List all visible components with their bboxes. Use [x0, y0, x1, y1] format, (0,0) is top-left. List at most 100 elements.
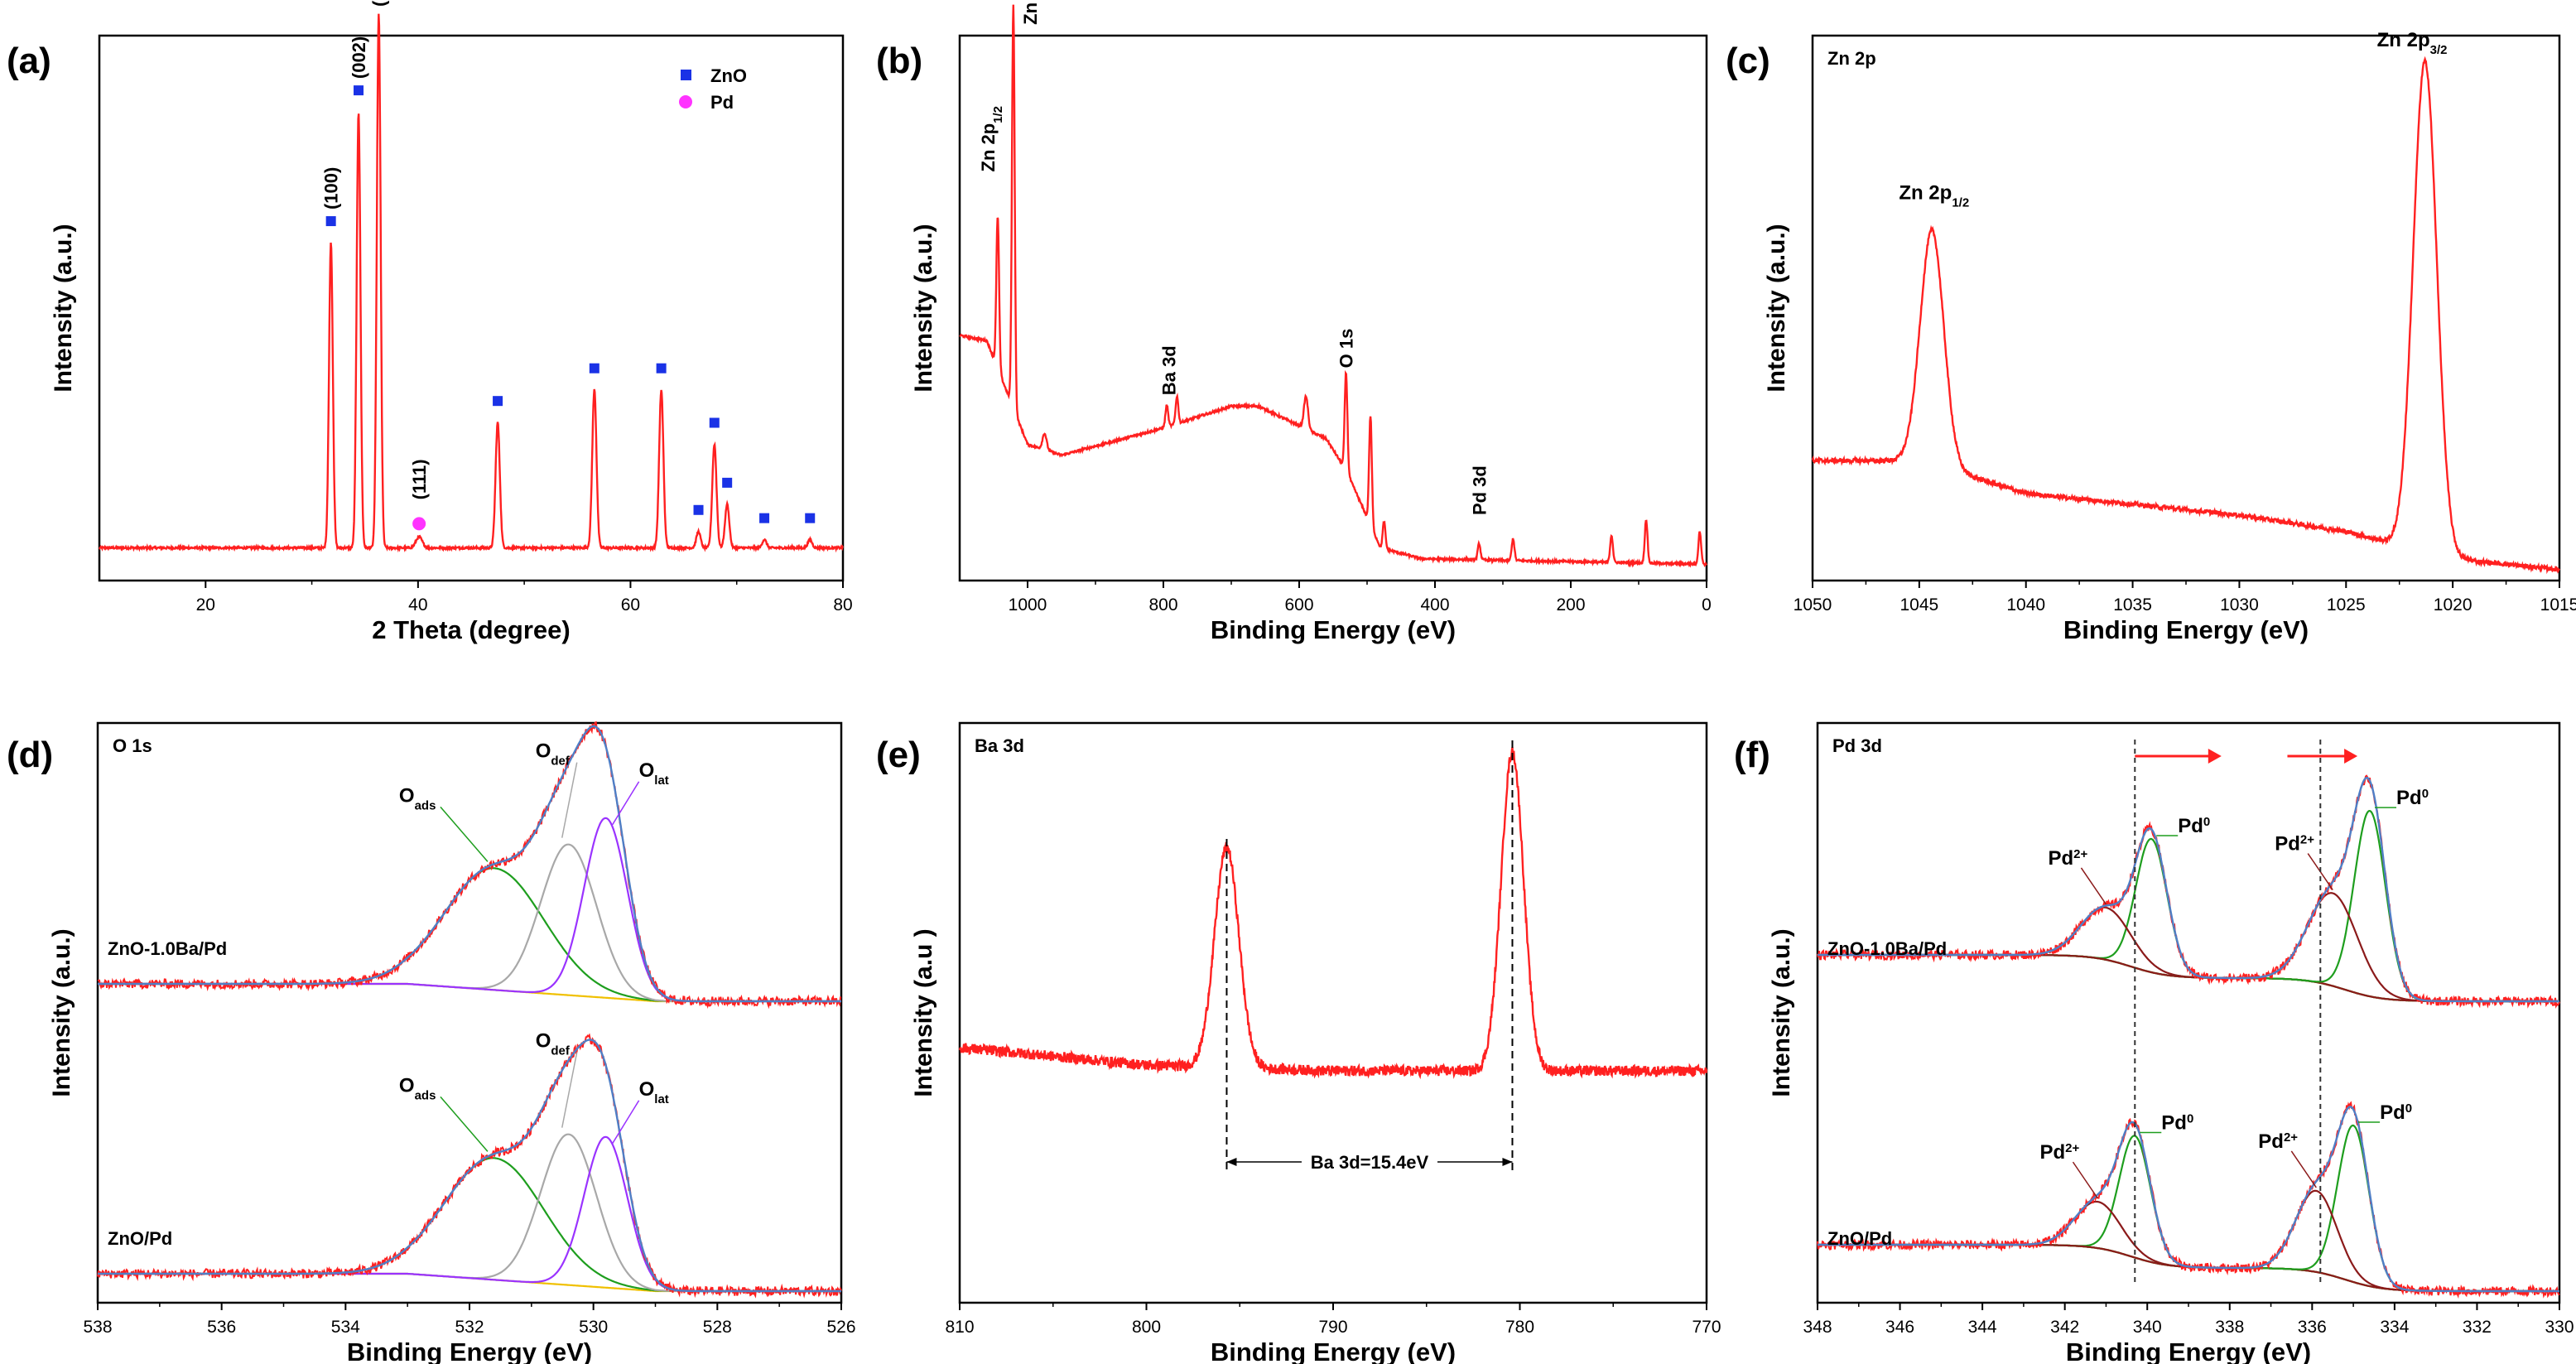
x-tick-label: 400	[1420, 595, 1449, 615]
raw-data-line	[97, 1033, 842, 1299]
peak-label: Zn 2p1/2	[1899, 181, 1969, 210]
legend-marker	[681, 70, 691, 80]
zno-marker	[325, 216, 336, 227]
x-tick-label: 340	[2133, 1318, 2162, 1337]
component-label: Oads	[399, 1074, 436, 1102]
x-tick-label: 1035	[2113, 595, 2152, 615]
x-tick-label: 530	[579, 1318, 608, 1337]
sample-label: ZnO-1.0Ba/Pd	[1827, 938, 1947, 959]
x-tick-label: 80	[833, 595, 852, 615]
shift-arrow-head	[2344, 749, 2358, 764]
x-tick-label: 528	[703, 1318, 732, 1337]
x-axis-label: Binding Energy (eV)	[2063, 615, 2309, 644]
peak-label: Zn 2p3/2	[1020, 0, 1047, 25]
x-tick-label: 0	[1702, 595, 1712, 615]
annotation-pointer	[440, 1096, 489, 1152]
x-tick-label: 332	[2463, 1318, 2492, 1337]
x-axis-label: Binding Energy (eV)	[1211, 615, 1456, 644]
x-tick-label: 40	[408, 595, 427, 615]
plot-frame	[1811, 34, 2561, 582]
annotation-pointer	[561, 762, 578, 838]
peak-label: O 1s	[1336, 329, 1357, 369]
panel-c: (c) 1050 1045 1040 1035 1030 1025 1020 1015 Bindi…	[1726, 29, 2576, 644]
annotation-pointer	[611, 781, 640, 826]
fit-envelope-line	[1818, 776, 2559, 1003]
x-tick-label: 534	[331, 1318, 360, 1337]
x-tick-label: 538	[83, 1318, 112, 1337]
panel-label: (b)	[876, 41, 922, 81]
x-tick-label: 348	[1803, 1318, 1832, 1337]
component-label: Pd0	[2178, 815, 2210, 838]
shift-arrow-head	[2208, 749, 2222, 764]
panel-d: (d) 538 536 534 532 530 528 526 Binding Energy (…	[7, 721, 856, 1364]
zno-marker	[493, 396, 503, 407]
spectrum-line	[99, 13, 845, 553]
zno-marker	[354, 85, 364, 96]
x-tick-label: 1015	[2540, 595, 2576, 615]
component-Olat	[98, 1135, 841, 1293]
component-label: Pd2+	[2039, 1141, 2079, 1164]
panel-label: (a)	[7, 41, 51, 81]
component-label: Pd0	[2396, 787, 2429, 810]
panel-label: (c)	[1726, 41, 1770, 81]
raw-data-line	[97, 721, 842, 1010]
zno-marker	[693, 504, 704, 515]
x-tick-label: 342	[2050, 1318, 2079, 1337]
panel-label: (f)	[1734, 735, 1770, 775]
panel-label: (e)	[876, 735, 921, 775]
plot-frame	[958, 34, 1708, 582]
y-axis-label: Intensity (a.u.)	[48, 928, 75, 1097]
fit-envelope-line	[1818, 1106, 2559, 1293]
peak-label: Zn 2p3/2	[2377, 29, 2448, 57]
component-label: Olat	[639, 1078, 669, 1106]
component-label: Odef	[536, 740, 571, 769]
x-tick-label: 60	[621, 595, 640, 615]
plot-frame	[958, 721, 1708, 1304]
x-tick-label: 1025	[2327, 595, 2366, 615]
peak-label: Zn 2p1/2	[978, 106, 1005, 172]
component-Odef	[98, 843, 841, 1003]
x-tick-label: 810	[945, 1318, 974, 1337]
sample-label: ZnO/Pd	[108, 1228, 172, 1249]
panel-a: (a) 20 40 60 80 2 Theta (degree) Intensity (a.…	[7, 0, 853, 644]
y-axis-label: Intensity (a.u )	[910, 928, 937, 1097]
reflection-label: (100)	[321, 167, 342, 210]
x-tick-label: 536	[207, 1318, 236, 1337]
peak-label: Pd 3d	[1469, 465, 1490, 515]
spectrum-line	[1811, 55, 2561, 575]
y-axis-label: Intensity (a.u.)	[50, 224, 77, 392]
x-tick-label: 336	[2298, 1318, 2327, 1337]
panel-e: (e) 810 800 790 780 770 Binding Energy (eV) Int…	[876, 721, 1721, 1364]
panel-f: (f) 348 346 344 342 340 338 336 334 332 330 Binding…	[1734, 721, 2574, 1364]
x-tick-label: 770	[1692, 1318, 1721, 1337]
y-axis-label: Intensity (a.u.)	[1768, 928, 1795, 1097]
x-axis-label: Binding Energy (eV)	[1211, 1337, 1456, 1364]
y-axis-label: Intensity (a.u.)	[910, 224, 937, 392]
x-tick-label: 20	[196, 595, 215, 615]
x-tick-label: 800	[1148, 595, 1177, 615]
reflection-label: (002)	[349, 36, 369, 79]
sample-label: ZnO/Pd	[1827, 1228, 1892, 1249]
fit-envelope-line	[98, 725, 841, 1003]
fit-envelope-line	[98, 1039, 841, 1293]
raw-data-line	[1817, 774, 2560, 1010]
annotation-pointer	[2080, 867, 2107, 905]
component-Odef	[98, 1133, 841, 1293]
sample-label: ZnO-1.0Ba/Pd	[108, 938, 227, 959]
x-tick-label: 780	[1505, 1318, 1534, 1337]
x-axis-label: Binding Energy (eV)	[347, 1337, 592, 1364]
annotation-pointer	[440, 806, 489, 862]
component-label: Oads	[399, 784, 436, 812]
x-tick-label: 330	[2545, 1318, 2574, 1337]
zno-marker	[805, 513, 816, 523]
zno-marker	[656, 363, 667, 374]
x-tick-label: 526	[826, 1318, 855, 1337]
x-tick-label: 1020	[2434, 595, 2472, 615]
pd-marker	[412, 517, 426, 531]
component-Olat	[98, 817, 841, 1003]
x-tick-label: 1045	[1899, 595, 1938, 615]
x-tick-label: 334	[2380, 1318, 2409, 1337]
plot-frame	[1816, 721, 2561, 1304]
reflection-label: (101)	[368, 0, 389, 7]
panel-title: Pd 3d	[1832, 735, 1882, 756]
